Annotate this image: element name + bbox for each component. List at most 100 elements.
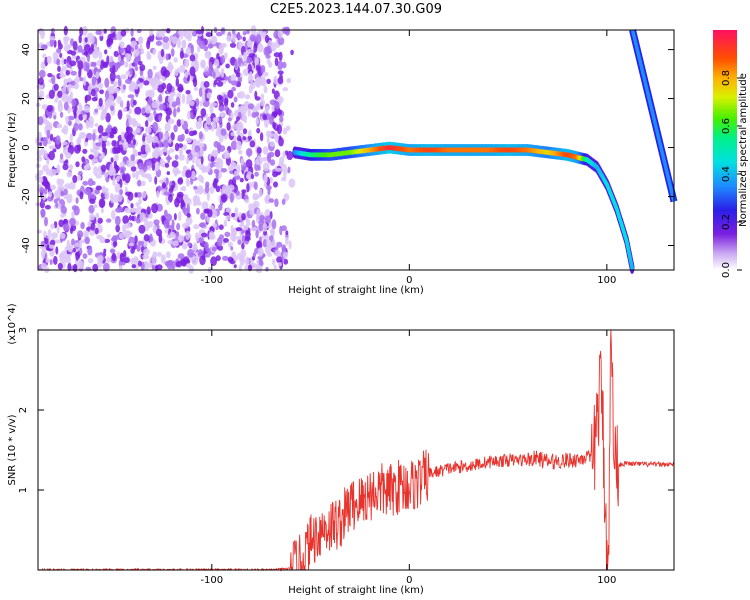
noise-speck [176,119,182,127]
noise-speck [199,142,205,148]
noise-speck [60,190,65,197]
noise-speck [114,183,121,193]
noise-speck [186,212,191,218]
noise-speck [281,244,287,252]
colorbar-tick-label: 0.0 [721,262,732,278]
noise-speck [256,240,263,250]
noise-speck [101,141,106,150]
noise-speck [163,219,170,229]
snr-series-line [38,329,675,572]
noise-speck [257,247,264,256]
noise-speck [265,105,270,112]
noise-speck [147,36,151,45]
noise-speck [121,131,125,141]
noise-speck [56,226,60,234]
noise-speck [132,138,136,146]
noise-speck [102,61,109,69]
noise-speck [280,163,287,172]
noise-speck [134,235,138,244]
noise-speck [262,162,270,172]
noise-speck [112,64,116,74]
noise-speck [167,154,171,164]
noise-speck [176,106,181,113]
noise-speck [122,84,126,90]
noise-speck [76,138,81,146]
noise-speck [209,234,216,240]
noise-speck [255,111,260,117]
noise-speck [231,29,236,35]
noise-speck [166,83,173,93]
noise-speck [179,146,183,156]
noise-speck [247,103,255,110]
noise-speck [206,191,210,201]
noise-speck [61,128,67,134]
noise-speck [58,219,64,228]
y-tick-label: 0 [21,144,32,150]
noise-speck [113,50,119,58]
noise-speck [156,30,163,38]
noise-speck [179,64,186,73]
noise-speck [165,177,169,186]
noise-speck [273,75,278,85]
noise-speck [135,202,141,207]
noise-speck [270,42,277,52]
noise-speck [83,105,91,113]
noise-speck [237,56,242,67]
colorbar-label: Normalized spectral amplitude [738,73,749,227]
noise-speck [111,252,117,262]
noise-speck [189,54,196,62]
noise-speck [95,185,102,191]
noise-speck [174,170,182,175]
noise-speck [109,163,114,173]
noise-speck [72,40,78,51]
noise-speck [68,120,72,126]
noise-speck [101,108,107,119]
noise-speck [230,74,237,83]
noise-speck [269,141,275,147]
noise-speck [57,39,61,46]
noise-speck [69,60,77,67]
noise-speck [126,113,130,119]
noise-speck [155,40,163,46]
noise-speck [65,152,72,159]
noise-speck [57,99,63,108]
noise-speck [78,123,83,131]
noise-speck [266,136,270,144]
noise-speck [164,229,169,234]
noise-speck [230,56,237,66]
noise-speck [161,147,168,153]
noise-speck [85,137,89,143]
noise-speck [141,173,148,178]
noise-speck [224,105,229,112]
noise-speck [213,140,220,148]
noise-speck [140,48,145,55]
noise-speck [223,219,228,227]
noise-speck [79,247,83,256]
noise-speck [243,62,248,67]
noise-speck [252,200,260,209]
noise-speck [277,60,284,70]
noise-speck [42,136,48,147]
noise-speck [220,67,225,78]
noise-speck [147,97,153,104]
noise-speck [70,80,76,86]
noise-speck [114,215,121,226]
snr-x-label: Height of straight line (km) [288,585,424,596]
noise-speck [77,174,82,181]
noise-speck [47,229,52,239]
noise-speck [177,253,185,260]
noise-speck [245,148,253,157]
noise-speck [163,139,169,149]
noise-speck [95,71,99,80]
noise-speck [63,44,70,52]
noise-speck [186,177,190,184]
noise-speck [73,122,79,132]
noise-speck [111,209,116,220]
noise-speck [110,105,115,112]
noise-speck [125,78,132,84]
noise-speck [60,213,65,219]
noise-speck [89,120,94,129]
noise-speck [221,27,225,35]
noise-speck [201,201,209,210]
noise-speck [142,254,150,260]
